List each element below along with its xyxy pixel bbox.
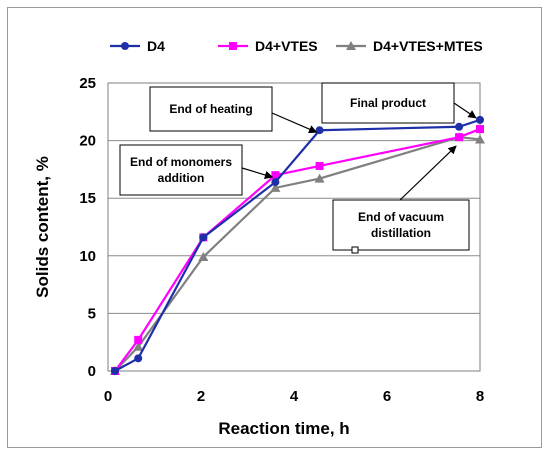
data-point bbox=[198, 251, 209, 261]
y-tick-label: 10 bbox=[79, 248, 96, 265]
data-point bbox=[199, 233, 208, 242]
y-tick-label: 25 bbox=[79, 75, 96, 92]
legend-item: D4+VTES bbox=[218, 38, 318, 54]
data-point bbox=[271, 171, 280, 180]
legend-label: D4 bbox=[147, 38, 165, 54]
plot-area bbox=[107, 82, 481, 372]
y-tick-label: 15 bbox=[79, 190, 96, 207]
annotation-text: End of heating bbox=[169, 102, 252, 116]
annotation-box bbox=[332, 199, 470, 251]
annotation: Final product bbox=[321, 82, 477, 124]
annotation-arrow bbox=[241, 167, 274, 180]
x-tick-label: 4 bbox=[290, 388, 299, 405]
annotations: End of heating Final product End of monome… bbox=[119, 82, 477, 254]
data-point bbox=[134, 335, 143, 344]
x-tick-label: 0 bbox=[104, 388, 112, 405]
annotation-box bbox=[119, 144, 243, 196]
y-tick-label: 20 bbox=[79, 133, 96, 150]
annotation-text: Final product bbox=[350, 96, 426, 110]
axes-layer bbox=[107, 82, 481, 372]
annotation-arrow bbox=[453, 102, 477, 119]
data-point bbox=[133, 341, 144, 351]
legend-marker bbox=[121, 42, 129, 50]
y-axis-title: Solids content, % bbox=[33, 156, 52, 298]
annotation-arrow bbox=[271, 112, 318, 134]
tick-labels: 0 5 10 15 20 25 0 2 4 6 8 bbox=[79, 75, 484, 405]
data-point bbox=[476, 125, 484, 134]
legend-item: D4 bbox=[110, 38, 165, 54]
data-point bbox=[271, 178, 280, 187]
legend-label: D4+VTES bbox=[255, 38, 318, 54]
annotation-box bbox=[321, 82, 455, 124]
x-tick-label: 2 bbox=[197, 388, 205, 405]
data-point bbox=[314, 173, 325, 183]
data-point bbox=[455, 133, 464, 142]
annotation-text: distillation bbox=[371, 226, 431, 240]
data-point bbox=[476, 115, 484, 124]
y-tick-label: 0 bbox=[88, 363, 96, 380]
annotation-handle bbox=[351, 246, 359, 254]
series-layer bbox=[109, 115, 485, 375]
x-axis-title: Reaction time, h bbox=[218, 419, 349, 438]
legend-item: D4+VTES+MTES bbox=[336, 38, 483, 54]
annotation: End of monomers addition bbox=[119, 144, 274, 196]
annotation-box bbox=[149, 86, 273, 132]
data-point bbox=[134, 354, 143, 363]
annotation-text: End of monomers bbox=[130, 155, 232, 169]
legend-label: D4+VTES+MTES bbox=[373, 38, 483, 54]
data-point bbox=[270, 182, 281, 192]
data-point bbox=[110, 367, 119, 375]
legend-marker bbox=[346, 41, 356, 50]
annotation: End of heating bbox=[149, 86, 318, 134]
series-d4 bbox=[110, 115, 484, 375]
legend: D4 D4+VTES D4+VTES+MTES bbox=[110, 38, 483, 54]
annotation-text: addition bbox=[158, 171, 205, 185]
legend-marker bbox=[229, 42, 237, 50]
x-tick-label: 6 bbox=[383, 388, 391, 405]
annotation-text: End of vacuum bbox=[358, 210, 444, 224]
x-tick-label: 8 bbox=[476, 388, 484, 405]
y-tick-label: 5 bbox=[88, 305, 96, 322]
data-point bbox=[455, 122, 464, 131]
data-point bbox=[315, 161, 324, 170]
annotation: End of vacuum distillation bbox=[332, 145, 470, 251]
data-point bbox=[315, 126, 324, 135]
annotation-arrow bbox=[399, 145, 457, 201]
data-point bbox=[475, 134, 485, 144]
